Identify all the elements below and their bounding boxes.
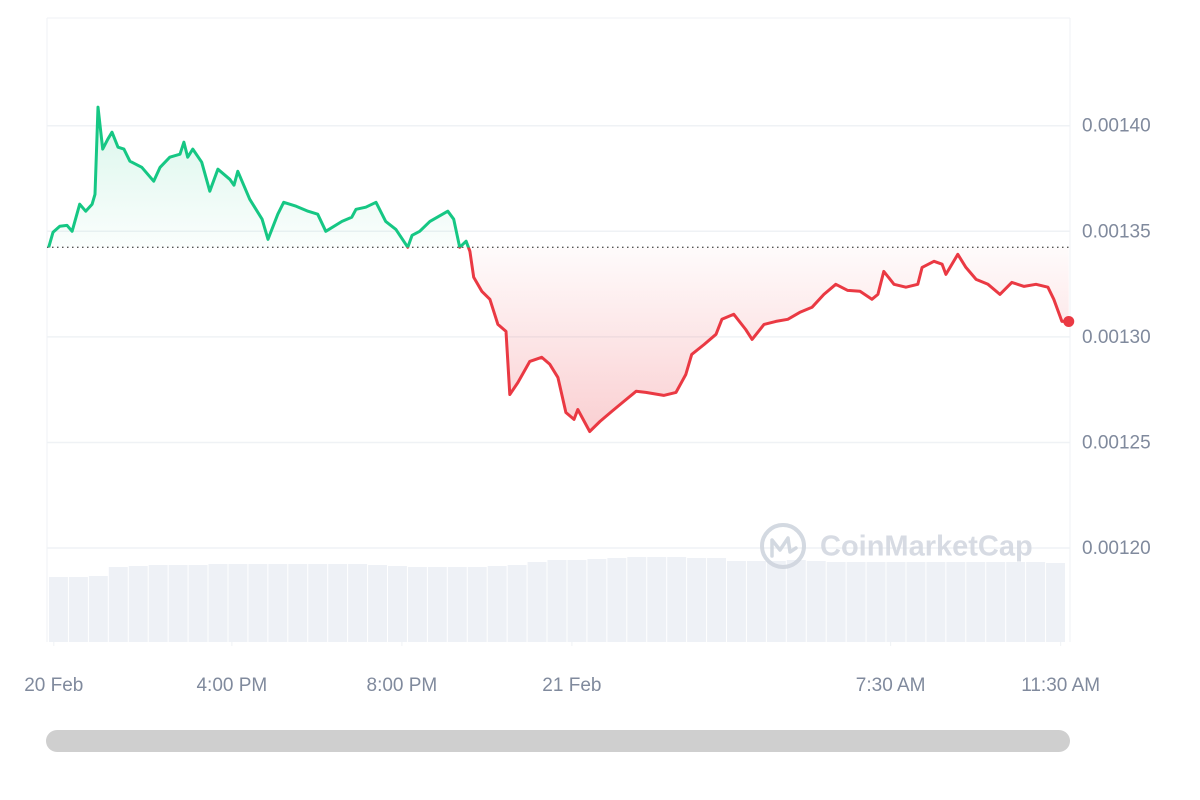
volume-bar [567,560,587,642]
y-tick-label: 0.00120 [1082,538,1151,559]
volume-bar [547,560,567,642]
watermark: CoinMarketCap [760,523,1033,569]
volume-bar [1006,562,1026,642]
volume-bar [407,567,427,642]
volume-bar [388,566,407,642]
volume-bar [627,557,647,642]
volume-bar [966,562,986,642]
volume-bar [447,567,467,642]
volume-bar [348,564,368,642]
volume-bar [707,558,726,642]
last-price-dot [1063,315,1075,327]
x-tick-label: 8:00 PM [367,675,438,696]
volume-bar [228,564,248,642]
x-tick-label: 21 Feb [542,675,601,696]
volume-bar [607,558,627,642]
volume-bar [268,564,288,642]
volume-bar [527,562,547,642]
y-tick-label: 0.00140 [1082,116,1151,137]
volume-bar [846,562,866,642]
volume-bar [727,561,746,642]
volume-bar [926,562,946,642]
volume-bar [248,564,268,642]
y-tick-label: 0.00125 [1082,432,1151,453]
volume-bar [946,562,966,642]
volume-bar [826,562,846,642]
area-fill [48,107,1069,432]
scrollbar[interactable] [46,730,1070,752]
x-tick-label: 4:00 PM [196,675,267,696]
x-tick-label: 7:30 AM [856,675,926,696]
plot [47,105,1075,433]
volume-bar [208,564,228,642]
y-tick-label: 0.00130 [1082,327,1151,348]
volume-bar [88,576,108,642]
volume-bar [667,557,687,642]
volume-bar [1046,563,1065,642]
y-tick-label: 0.00135 [1082,221,1151,242]
volume-bar [487,566,507,642]
volume-bar [148,565,168,642]
volume-bar [786,560,806,642]
volume-bar [806,561,826,642]
price-line [47,105,1069,433]
watermark-logo-mark [770,536,798,558]
volume-bar [746,561,766,642]
volume-bar [866,562,886,642]
volume-bar [108,567,128,642]
volume-bar [687,558,707,642]
volume-bar [368,565,387,642]
volume-bar [128,566,148,642]
volume-bar [906,562,926,642]
x-tick-label: 20 Feb [24,675,83,696]
volume-bar [467,567,487,642]
volume-bar [507,565,527,642]
volume-bars [49,557,1065,642]
volume-bar [886,562,906,642]
watermark-text: CoinMarketCap [820,531,1033,563]
x-tick-label: 11:30 AM [1021,675,1100,696]
volume-bar [587,559,607,642]
volume-bar [647,557,667,642]
volume-bar [766,561,786,642]
volume-bar [328,564,348,642]
volume-bar [49,577,68,642]
volume-bar [308,564,328,642]
volume-bar [427,567,447,642]
volume-bar [188,565,208,642]
volume-bar [1026,562,1046,642]
watermark-logo [760,523,806,569]
volume-bar [168,565,188,642]
volume-bar [986,562,1006,642]
volume-bar [288,564,308,642]
volume-bar [68,577,88,642]
